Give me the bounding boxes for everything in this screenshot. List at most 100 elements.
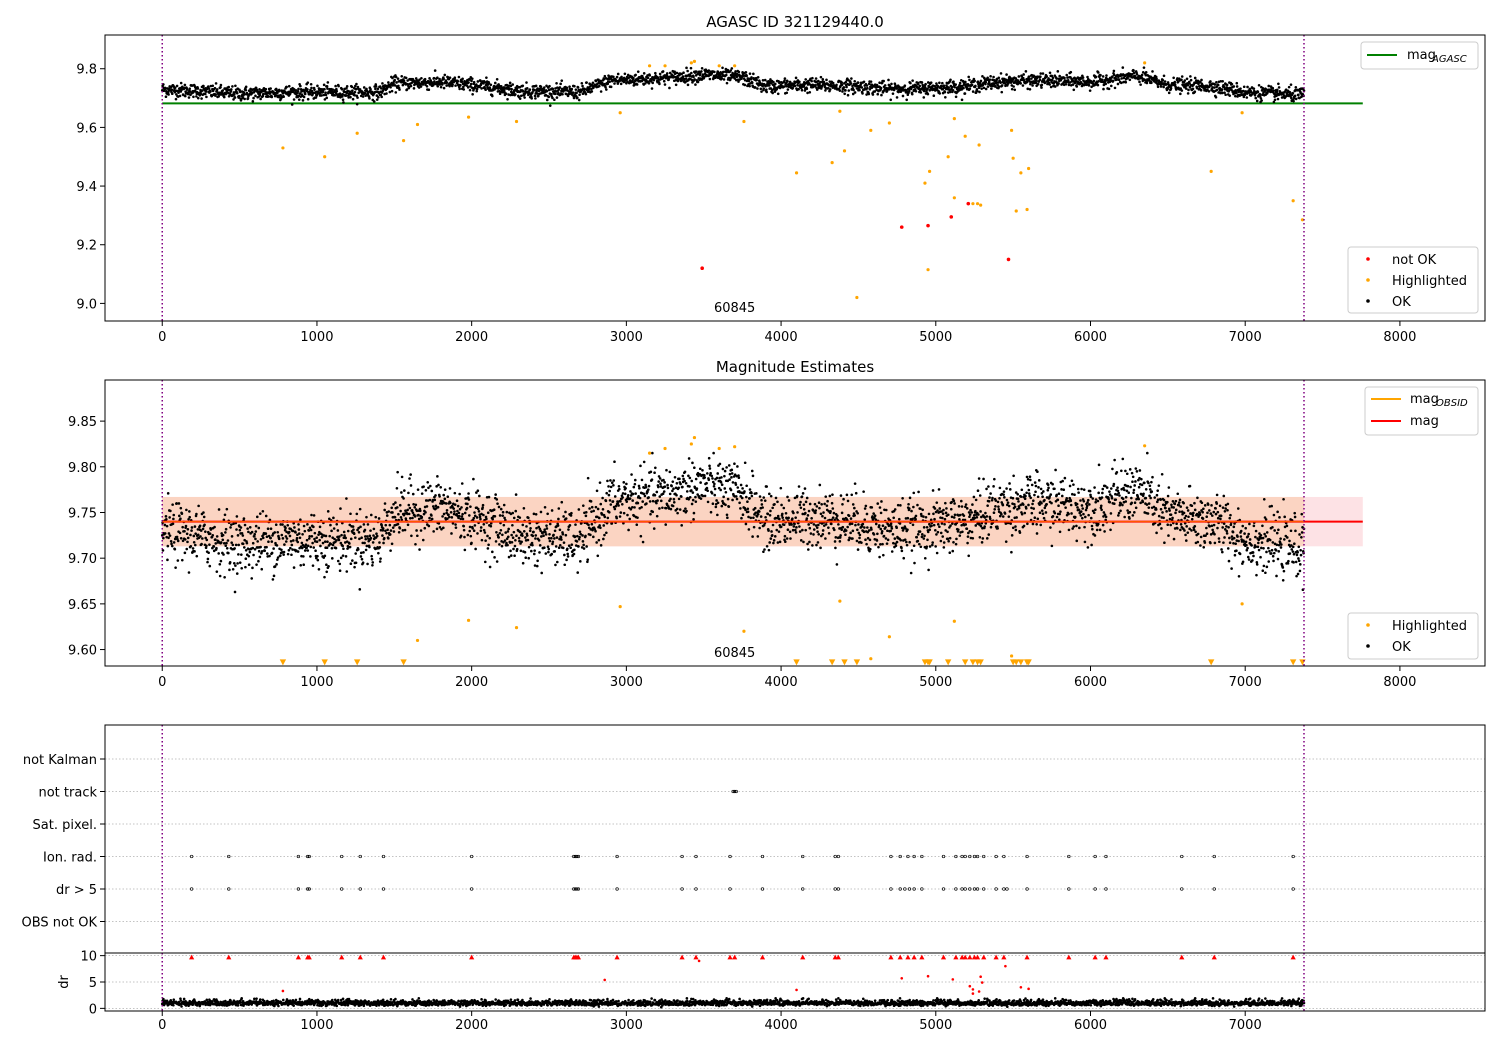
ok-point: [823, 516, 827, 520]
ok-point: [285, 537, 289, 540]
ok-point: [999, 72, 1003, 75]
ok-point: [467, 492, 470, 495]
ok-point: [654, 466, 657, 470]
ok-point: [323, 575, 326, 579]
ok-point: [564, 510, 567, 514]
ok-point: [675, 507, 679, 511]
ok-point: [361, 561, 365, 565]
ok-point: [962, 86, 965, 90]
ok-point: [982, 86, 986, 90]
ok-point: [392, 82, 395, 85]
ok-point: [353, 93, 356, 97]
ok-point: [482, 528, 486, 532]
ok-point: [1058, 74, 1061, 78]
ok-point: [270, 551, 274, 555]
ok-point: [270, 95, 274, 99]
ok-point: [1235, 91, 1238, 95]
ok-point: [417, 81, 421, 84]
ok-point: [921, 85, 925, 88]
ok-point: [744, 495, 748, 499]
ok-point: [338, 562, 342, 566]
ok-point: [831, 493, 834, 496]
ok-point: [684, 80, 687, 84]
ok-point: [462, 88, 466, 91]
ok-point: [468, 525, 472, 529]
ok-point: [459, 84, 462, 87]
ok-point: [1187, 88, 1190, 92]
ok-point: [212, 545, 216, 548]
ok-point: [335, 89, 339, 93]
ok-point: [765, 90, 769, 94]
ok-point: [391, 511, 394, 514]
ok-point: [207, 87, 211, 90]
ok-point: [772, 80, 775, 84]
ok-point: [190, 526, 194, 529]
ok-point: [195, 95, 198, 98]
ok-point: [828, 88, 832, 91]
ok-point: [365, 515, 368, 519]
ok-point: [1101, 75, 1105, 78]
ok-point: [1183, 79, 1187, 82]
ok-point: [564, 533, 568, 537]
ok-point: [631, 499, 634, 502]
ok-point: [261, 509, 265, 513]
highlighted-point: [842, 149, 847, 153]
ok-point: [522, 529, 526, 533]
highlighted-point: [979, 203, 983, 207]
ok-point: [354, 552, 357, 555]
ok-point: [783, 540, 787, 544]
highlighted-point: [1011, 156, 1015, 160]
ok-point: [411, 492, 415, 496]
ok-point: [807, 509, 811, 513]
ok-point: [276, 530, 280, 534]
legend-point-label: not OK: [1392, 253, 1437, 268]
ok-point: [994, 85, 997, 88]
ok-point: [1161, 79, 1165, 82]
ok-point: [415, 529, 418, 532]
ok-point: [231, 567, 235, 571]
ok-point: [909, 81, 912, 85]
ok-point: [388, 523, 392, 527]
ok-point: [382, 536, 386, 540]
ok-point: [1145, 81, 1149, 85]
ok-point: [523, 550, 527, 554]
ok-point: [978, 90, 981, 94]
ok-point: [339, 507, 342, 510]
ok-point: [792, 511, 795, 515]
ok-point: [588, 507, 591, 510]
ok-point: [619, 500, 622, 503]
ok-point: [815, 88, 819, 91]
ok-point: [1200, 78, 1203, 82]
ok-point: [840, 83, 844, 87]
ok-point: [540, 535, 543, 538]
ok-point: [781, 512, 784, 516]
ok-point: [783, 79, 786, 83]
ok-point: [441, 515, 444, 518]
ok-point: [824, 495, 828, 498]
ok-point: [867, 92, 871, 96]
ok-point: [178, 514, 181, 518]
ok-point: [609, 479, 612, 482]
ok-point: [535, 92, 539, 95]
highlighted-point: [323, 155, 327, 159]
ok-point: [171, 522, 175, 526]
ok-point: [510, 540, 514, 544]
ok-point: [1277, 82, 1280, 86]
legend-point-swatch: [1366, 299, 1370, 303]
ok-point: [371, 561, 375, 564]
ok-point: [997, 76, 1001, 80]
ok-point: [599, 502, 603, 506]
ok-point: [428, 77, 431, 80]
ok-point: [530, 541, 534, 545]
ok-point: [304, 543, 308, 547]
ok-point: [710, 491, 714, 495]
ok-point: [348, 542, 351, 545]
ok-point: [536, 87, 539, 90]
ok-point: [579, 560, 582, 563]
ok-point: [586, 558, 590, 561]
ok-point: [487, 495, 491, 499]
ok-point: [257, 526, 261, 530]
ok-point: [550, 552, 554, 556]
ok-point: [208, 543, 211, 546]
ok-point: [458, 492, 461, 496]
